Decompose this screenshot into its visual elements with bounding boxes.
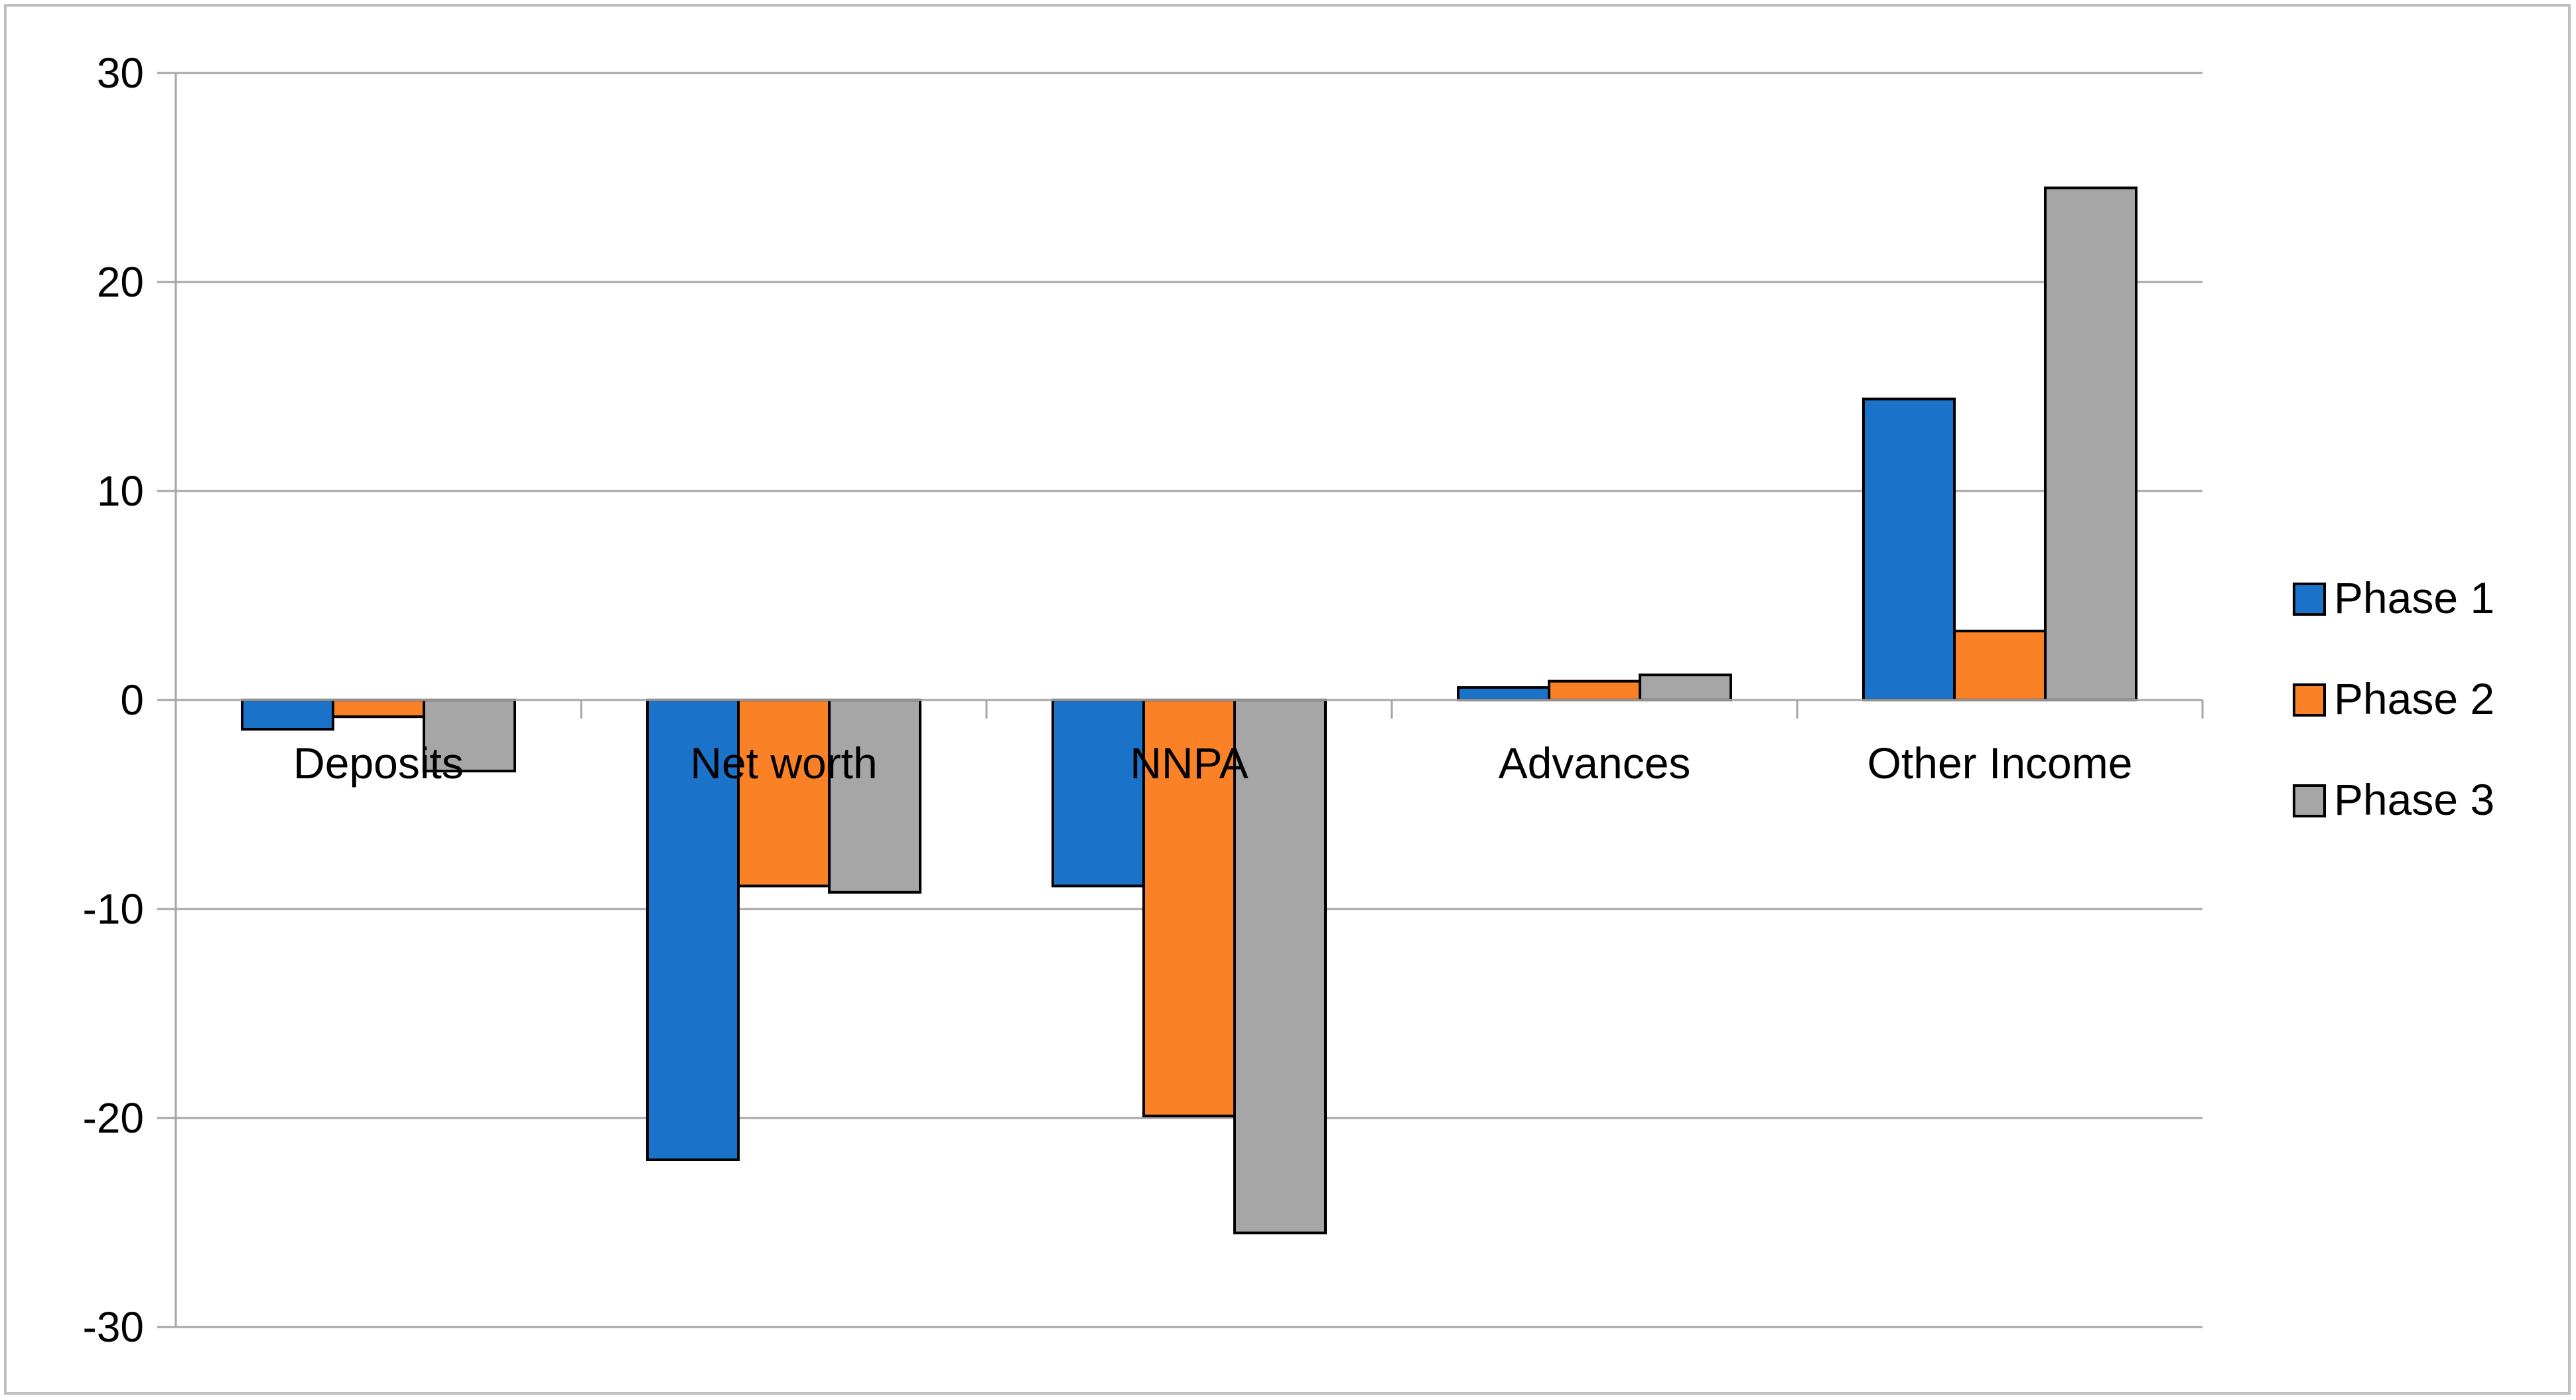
bar-phase-3 [828,699,921,894]
bar-phase-2 [332,699,425,719]
category-label: Deposits [293,738,464,788]
legend-swatch [2293,683,2326,717]
legend-swatch [2293,583,2326,616]
bar-phase-3 [2044,186,2137,701]
bar-phase-2 [1953,630,2047,701]
legend-label: Phase 1 [2334,573,2494,622]
category-label: Advances [1499,738,1691,788]
bars [241,186,2137,1235]
legend-label: Phase 2 [2334,674,2494,723]
category-label: Net worth [690,738,877,788]
bar-phase-3 [423,699,516,773]
bar-phase-1 [646,699,740,1161]
labels: 30 20 10 0 -10 -20 -30 Deposits Net worth NNPA Adv… [83,49,2133,1351]
bar-phase-2 [737,699,831,888]
y-tick-label: -20 [83,1094,145,1142]
bar-phase-3 [1639,673,1732,702]
bar-phase-1 [241,699,334,731]
legend-label: Phase 3 [2334,775,2494,824]
bar-phase-1 [1862,397,1956,702]
y-tick-label: 30 [97,49,144,97]
bar-phase-2 [1548,679,1641,702]
y-tick-label: -30 [83,1303,145,1351]
bar-phase-1 [1051,699,1145,888]
legend-swatch [2293,784,2326,817]
legend: Phase 1 Phase 2 Phase 3 [2293,573,2494,824]
category-label: Other Income [1867,738,2133,788]
y-tick-label: 10 [97,467,144,515]
y-tick-label: -10 [83,885,145,933]
bar-phase-1 [1457,686,1550,701]
gridlines [176,72,2203,1328]
y-tick-label: 20 [97,258,144,306]
axes [157,72,2204,1328]
y-tick-label: 0 [120,676,144,724]
category-label: NNPA [1130,738,1248,788]
bar-phase-3 [1233,699,1327,1235]
